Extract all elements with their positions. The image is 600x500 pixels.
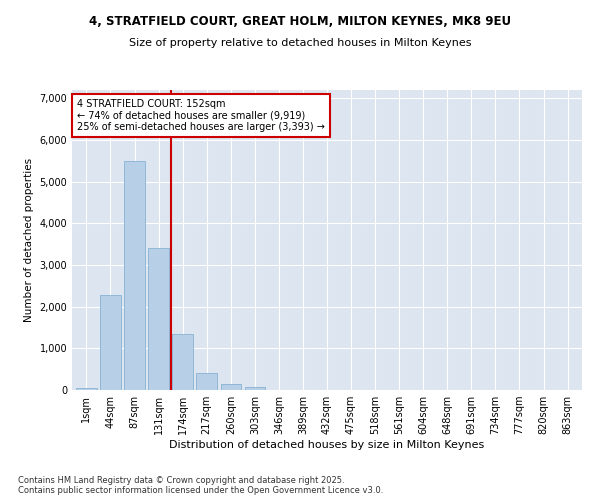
Bar <box>196 374 217 390</box>
Bar <box>172 334 193 390</box>
Bar <box>148 248 169 390</box>
Text: 4 STRATFIELD COURT: 152sqm
← 74% of detached houses are smaller (9,919)
25% of s: 4 STRATFIELD COURT: 152sqm ← 74% of deta… <box>77 99 325 132</box>
Bar <box>124 161 145 390</box>
Text: Contains HM Land Registry data © Crown copyright and database right 2025.: Contains HM Land Registry data © Crown c… <box>18 476 344 485</box>
Text: Contains public sector information licensed under the Open Government Licence v3: Contains public sector information licen… <box>18 486 383 495</box>
Bar <box>76 388 97 390</box>
Y-axis label: Number of detached properties: Number of detached properties <box>24 158 34 322</box>
Bar <box>221 384 241 390</box>
Bar <box>100 295 121 390</box>
Text: 4, STRATFIELD COURT, GREAT HOLM, MILTON KEYNES, MK8 9EU: 4, STRATFIELD COURT, GREAT HOLM, MILTON … <box>89 15 511 28</box>
Text: Size of property relative to detached houses in Milton Keynes: Size of property relative to detached ho… <box>129 38 471 48</box>
Bar <box>245 386 265 390</box>
X-axis label: Distribution of detached houses by size in Milton Keynes: Distribution of detached houses by size … <box>169 440 485 450</box>
